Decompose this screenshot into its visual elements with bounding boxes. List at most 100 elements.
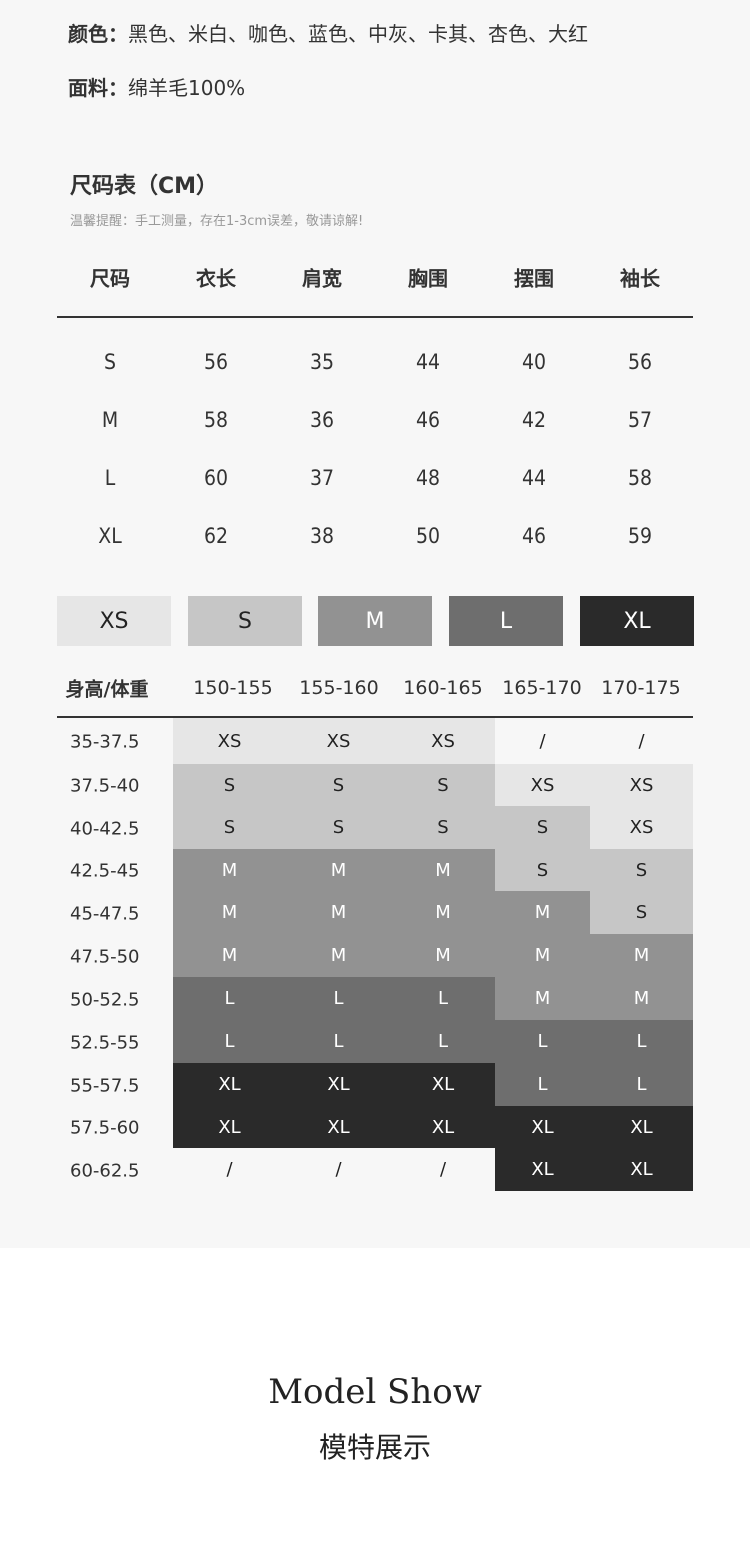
- color-value: 黑色、米白、咖色、蓝色、中灰、卡其、杏色、大红: [128, 22, 588, 46]
- recommend-cell: /: [638, 730, 645, 752]
- recommend-cell: M: [173, 934, 286, 977]
- recommend-cell: XL: [590, 1106, 693, 1148]
- table-cell: 46: [415, 408, 441, 432]
- recommend-cell: XL: [173, 1063, 286, 1106]
- recommend-cell: XS: [495, 764, 590, 806]
- table-cell: 44: [415, 350, 441, 374]
- weight-label: 47.5-50: [70, 946, 140, 967]
- weight-label: 40-42.5: [70, 818, 140, 839]
- weight-label: 45-47.5: [70, 903, 140, 924]
- recommend-cell: XL: [286, 1106, 391, 1148]
- recommend-cell: XL: [590, 1148, 693, 1191]
- height-header: 150-155: [193, 677, 273, 699]
- recommend-cell: /: [335, 1159, 342, 1180]
- height-header: 170-175: [601, 677, 681, 699]
- table-cell: M: [101, 408, 119, 432]
- recommend-cell: M: [391, 891, 495, 934]
- table-cell: L: [104, 466, 116, 490]
- recommend-cell: L: [286, 1020, 391, 1063]
- recommend-cell: M: [590, 934, 693, 977]
- table-header: 摆围: [514, 266, 554, 291]
- table-cell: S: [104, 350, 116, 374]
- recommend-cell: XS: [590, 806, 693, 849]
- recommend-cell: S: [173, 806, 286, 849]
- legend-swatch-s: S: [188, 596, 302, 646]
- recommend-cell: M: [286, 934, 391, 977]
- legend-swatch-m: M: [318, 596, 432, 646]
- recommend-cell: L: [495, 1063, 590, 1106]
- table-cell: XL: [98, 524, 122, 548]
- recommend-cell: S: [391, 764, 495, 806]
- recommend-cell: XS: [173, 718, 286, 764]
- weight-label: 37.5-40: [70, 775, 140, 797]
- recommend-cell: /: [539, 730, 546, 752]
- recommend-cell: S: [590, 849, 693, 891]
- measurement-note: 温馨提醒：手工测量，存在1-3cm误差，敬请谅解!: [70, 214, 364, 229]
- table-cell: 50: [415, 524, 441, 548]
- table-header: 胸围: [408, 266, 448, 291]
- table-cell: 40: [521, 350, 547, 374]
- recommend-cell: M: [173, 849, 286, 891]
- recommend-cell: L: [173, 977, 286, 1020]
- recommend-cell: S: [495, 806, 590, 849]
- recommend-cell: S: [391, 806, 495, 849]
- table-cell: 60: [203, 466, 229, 490]
- table-cell: 57: [627, 408, 653, 432]
- recommend-cell: XL: [391, 1063, 495, 1106]
- fabric-info: 面料：绵羊毛100%: [68, 72, 245, 101]
- recommend-cell: M: [173, 891, 286, 934]
- recommend-cell: L: [391, 1020, 495, 1063]
- weight-label: 50-52.5: [70, 989, 140, 1010]
- header-divider: [57, 316, 693, 318]
- table-cell: 58: [627, 466, 653, 490]
- weight-label: 55-57.5: [70, 1075, 140, 1096]
- recommend-cell: /: [226, 1159, 233, 1180]
- table-cell: 59: [627, 524, 653, 548]
- fabric-value: 绵羊毛100%: [128, 76, 246, 100]
- legend-swatch-xs: XS: [57, 596, 171, 646]
- recommend-cell: S: [286, 806, 391, 849]
- legend-swatch-l: L: [449, 596, 563, 646]
- recommend-header-divider: [57, 716, 693, 718]
- recommend-cell: XL: [495, 1148, 590, 1191]
- recommend-cell: M: [495, 934, 590, 977]
- recommend-cell: M: [286, 891, 391, 934]
- color-info: 颜色：黑色、米白、咖色、蓝色、中灰、卡其、杏色、大红: [68, 18, 588, 47]
- recommend-cell: M: [391, 849, 495, 891]
- recommend-cell: L: [173, 1020, 286, 1063]
- table-cell: 36: [309, 408, 335, 432]
- table-cell: 62: [203, 524, 229, 548]
- table-cell: 56: [203, 350, 229, 374]
- height-header: 160-165: [403, 677, 483, 699]
- recommend-cell: XS: [286, 718, 391, 764]
- height-header: 155-160: [299, 677, 379, 699]
- table-cell: 42: [521, 408, 547, 432]
- recommend-cell: XS: [590, 764, 693, 806]
- recommend-cell: XL: [286, 1063, 391, 1106]
- recommend-cell: L: [590, 1063, 693, 1106]
- table-cell: 58: [203, 408, 229, 432]
- recommend-corner-header: 身高/体重: [65, 678, 149, 701]
- size-chart-title: 尺码表（CM）: [70, 174, 219, 199]
- recommend-cell: XL: [391, 1106, 495, 1148]
- weight-label: 52.5-55: [70, 1032, 140, 1053]
- recommend-cell: M: [495, 891, 590, 934]
- recommend-cell: S: [590, 891, 693, 934]
- recommend-cell: XL: [495, 1106, 590, 1148]
- recommend-cell: /: [439, 1159, 447, 1180]
- table-cell: 38: [309, 524, 335, 548]
- recommend-cell: L: [590, 1020, 693, 1063]
- table-cell: 48: [415, 466, 441, 490]
- model-show-title: Model Show: [268, 1372, 482, 1412]
- table-header: 袖长: [620, 266, 660, 291]
- recommend-cell: S: [173, 764, 286, 806]
- table-header: 肩宽: [302, 266, 342, 291]
- table-header: 衣长: [196, 266, 236, 291]
- recommend-cell: L: [391, 977, 495, 1020]
- table-cell: 46: [521, 524, 547, 548]
- weight-label: 57.5-60: [70, 1117, 140, 1139]
- table-cell: 44: [521, 466, 547, 490]
- model-show-subtitle: 模特展示: [318, 1431, 431, 1464]
- table-cell: 35: [309, 350, 335, 374]
- weight-label: 42.5-45: [70, 860, 140, 882]
